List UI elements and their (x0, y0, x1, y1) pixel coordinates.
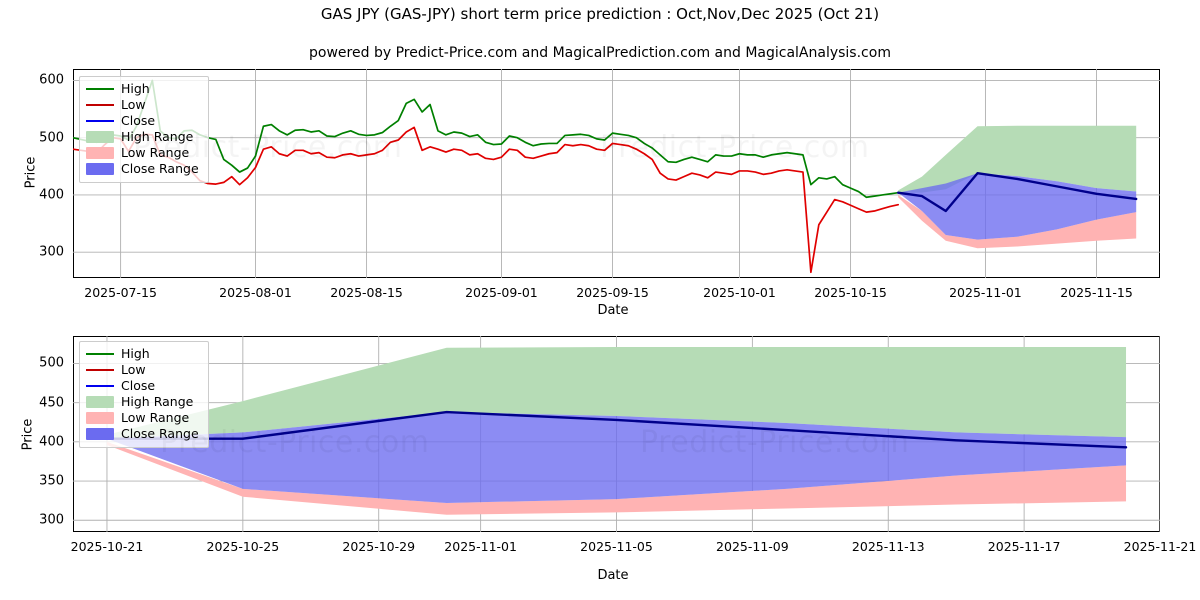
x-tick-label: 2025-09-15 (576, 285, 649, 300)
legend-swatch-line (86, 380, 114, 392)
legend-item: Close Range (86, 426, 201, 442)
x-tick-label: 2025-11-09 (716, 539, 789, 554)
bottom-chart-legend: High Low Close High Range Low Range Close Ran… (79, 341, 209, 448)
legend-swatch-patch (86, 396, 114, 408)
legend-swatch-line (86, 348, 114, 360)
bottom-chart-x-axis-label: Date (597, 568, 629, 583)
legend-swatch-patch (86, 147, 114, 159)
figure-subtitle: powered by Predict-Price.com and Magical… (309, 45, 891, 61)
x-tick-label: 2025-11-01 (949, 285, 1022, 300)
legend-item: Close (86, 378, 201, 394)
legend-label: Low Range (121, 410, 190, 425)
y-tick-label: 500 (39, 355, 64, 371)
x-tick-label: 2025-11-01 (444, 539, 517, 554)
legend-label: Close Range (121, 426, 199, 441)
bottom-chart-panel (73, 336, 1160, 532)
y-tick-label: 300 (39, 512, 64, 528)
top-chart-legend: High Low Close High Range Low Range Close Ran… (79, 76, 209, 183)
legend-item: High Range (86, 394, 201, 410)
x-tick-label: 2025-09-01 (465, 285, 538, 300)
x-tick-label: 2025-10-15 (814, 285, 887, 300)
legend-label: Low Range (121, 145, 190, 160)
y-tick-label: 300 (39, 244, 64, 260)
x-tick-label: 2025-11-21 (1123, 539, 1197, 554)
legend-item: High (86, 81, 201, 97)
figure-title: GAS JPY (GAS-JPY) short term price predi… (320, 5, 880, 23)
legend-item: High Range (86, 129, 201, 145)
legend-swatch-line (86, 83, 114, 95)
y-tick-label: 350 (39, 473, 64, 489)
legend-item: Low (86, 362, 201, 378)
legend-swatch-line (86, 99, 114, 111)
x-tick-label: 2025-08-15 (330, 285, 403, 300)
legend-swatch-patch (86, 163, 114, 175)
y-tick-label: 600 (39, 72, 64, 88)
x-tick-label: 2025-10-01 (703, 285, 776, 300)
x-tick-label: 2025-10-21 (70, 539, 144, 554)
legend-swatch-line (86, 364, 114, 376)
x-tick-label: 2025-11-15 (1060, 285, 1133, 300)
y-tick-label: 500 (39, 130, 64, 146)
legend-swatch-line (86, 115, 114, 127)
bottom-chart-plot (73, 336, 1160, 532)
x-tick-label: 2025-10-29 (342, 539, 416, 554)
x-tick-label: 2025-10-25 (206, 539, 280, 554)
legend-label: High (121, 346, 150, 361)
legend-label: Close (121, 113, 156, 128)
legend-item: Close (86, 113, 201, 129)
legend-label: High Range (121, 394, 194, 409)
y-tick-label: 450 (39, 395, 64, 411)
legend-item: High (86, 346, 201, 362)
x-tick-label: 2025-07-15 (84, 285, 157, 300)
top-chart-panel (73, 69, 1160, 278)
legend-item: Close Range (86, 161, 201, 177)
x-tick-label: 2025-11-13 (851, 539, 925, 554)
y-tick-label: 400 (39, 187, 64, 203)
legend-swatch-patch (86, 412, 114, 424)
legend-item: Low (86, 97, 201, 113)
legend-item: Low Range (86, 410, 201, 426)
legend-label: Low (121, 97, 146, 112)
legend-item: Low Range (86, 145, 201, 161)
top-chart-plot (73, 69, 1160, 278)
legend-label: Low (121, 362, 146, 377)
y-tick-label: 400 (39, 434, 64, 450)
legend-label: Close Range (121, 161, 199, 176)
legend-swatch-patch (86, 428, 114, 440)
x-tick-label: 2025-08-01 (219, 285, 292, 300)
x-tick-label: 2025-11-05 (580, 539, 653, 554)
legend-label: Close (121, 378, 156, 393)
legend-label: High Range (121, 129, 194, 144)
x-tick-label: 2025-11-17 (987, 539, 1061, 554)
top-chart-x-axis-label: Date (597, 303, 629, 318)
legend-label: High (121, 81, 150, 96)
legend-swatch-patch (86, 131, 114, 143)
